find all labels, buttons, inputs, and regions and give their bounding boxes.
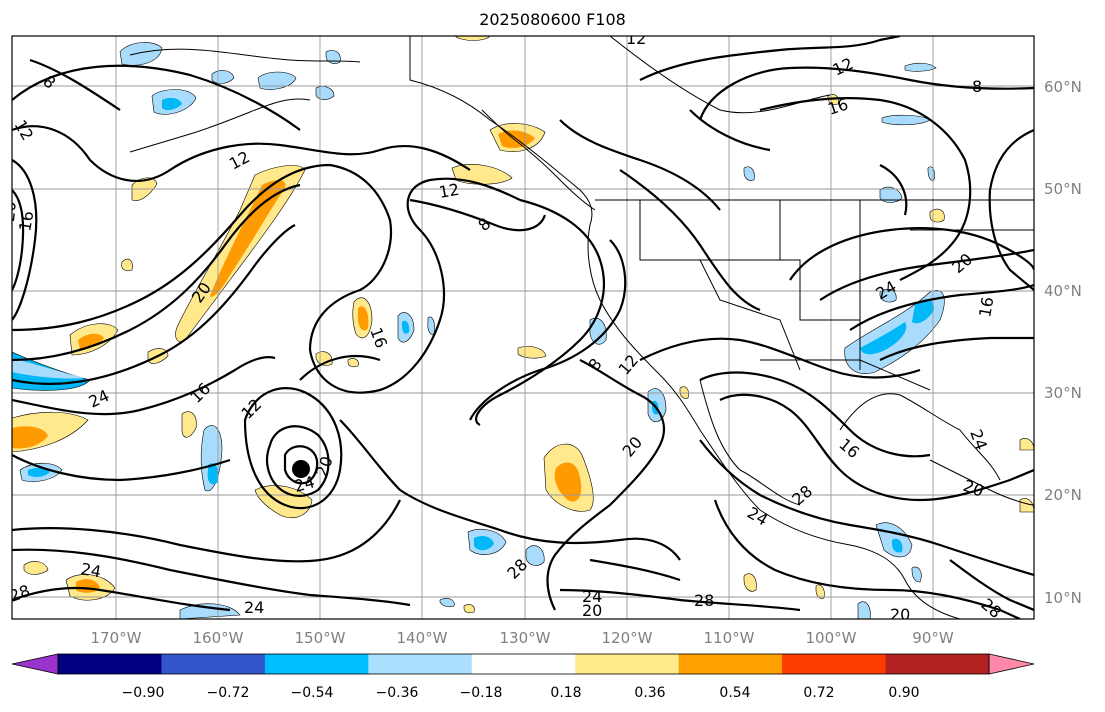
contour-label: 28 xyxy=(7,581,33,606)
contour-label: 20 xyxy=(0,200,20,222)
shaded-field xyxy=(12,36,1034,619)
colorbar-tick: −0.54 xyxy=(291,685,334,701)
colorbar-tick: 0.90 xyxy=(888,685,919,701)
contour-label: 20 xyxy=(890,605,910,624)
contour-label: 12 xyxy=(437,180,460,202)
storm-center-marker xyxy=(292,460,310,478)
colorbar-tick: 0.54 xyxy=(719,685,750,701)
colorbar-tick: −0.72 xyxy=(207,685,250,701)
lon-label: 140°W xyxy=(397,629,448,647)
colorbar-cell xyxy=(885,654,990,674)
contour-label: 24 xyxy=(79,559,102,581)
colorbar-extend-low xyxy=(11,653,59,675)
lon-label: 90°W xyxy=(912,629,954,647)
colorbar-cell xyxy=(161,654,266,674)
lat-label: 10°N xyxy=(1044,589,1082,607)
colorbar-cell xyxy=(368,654,473,674)
lon-label: 150°W xyxy=(295,629,346,647)
contour-label: 24 xyxy=(582,587,602,606)
lon-label: 170°W xyxy=(91,629,142,647)
colorbar-tick: −0.18 xyxy=(460,685,503,701)
latitude-labels: 60°N 50°N 40°N 30°N 20°N 10°N xyxy=(1044,78,1082,607)
lon-label: 120°W xyxy=(602,629,653,647)
contour-label: 16 xyxy=(975,295,997,318)
lon-label: 160°W xyxy=(193,629,244,647)
lat-label: 40°N xyxy=(1044,282,1082,300)
lat-label: 60°N xyxy=(1044,78,1082,96)
colorbar-ticks: −0.90 −0.72 −0.54 −0.36 −0.18 0.18 0.36 … xyxy=(122,685,920,701)
longitude-labels: 170°W 160°W 150°W 140°W 130°W 120°W 110°… xyxy=(91,629,954,647)
colorbar-tick: 0.36 xyxy=(634,685,665,701)
lon-label: 130°W xyxy=(500,629,551,647)
colorbar-cell xyxy=(58,654,162,674)
lon-label: 100°W xyxy=(806,629,857,647)
map-frame xyxy=(11,35,1035,620)
map-panel: 8 12 16 20 12 20 24 16 12 20 24 24 28 24… xyxy=(0,29,1034,624)
colorbar-tick: 0.18 xyxy=(550,685,581,701)
lat-label: 30°N xyxy=(1044,384,1082,402)
colorbar-tick: 0.72 xyxy=(803,685,834,701)
map-title: 2025080600 F108 xyxy=(479,10,626,29)
contours xyxy=(12,36,1034,619)
graticule xyxy=(12,36,1034,619)
colorbar-cell xyxy=(264,654,369,674)
colorbar-cell xyxy=(782,654,887,674)
contour-label: 12 xyxy=(626,29,646,48)
contour-label: 28 xyxy=(694,591,714,610)
contour-label: 16 xyxy=(15,209,37,232)
contour-label: 8 xyxy=(972,77,982,96)
lat-label: 20°N xyxy=(1044,486,1082,504)
colorbar-extend-high xyxy=(988,653,1035,675)
lat-label: 50°N xyxy=(1044,180,1082,198)
colorbar: −0.90 −0.72 −0.54 −0.36 −0.18 0.18 0.36 … xyxy=(11,653,1035,701)
colorbar-cell xyxy=(471,654,576,674)
colorbar-tick: −0.36 xyxy=(376,685,419,701)
contour-label: 20 xyxy=(582,601,602,620)
contour-label: 24 xyxy=(292,472,317,496)
colorbar-cell xyxy=(678,654,783,674)
coastlines xyxy=(129,36,1034,619)
lon-label: 110°W xyxy=(704,629,755,647)
contour-label: 24 xyxy=(244,598,264,617)
colorbar-tick: −0.90 xyxy=(122,685,165,701)
colorbar-cell xyxy=(575,654,680,674)
